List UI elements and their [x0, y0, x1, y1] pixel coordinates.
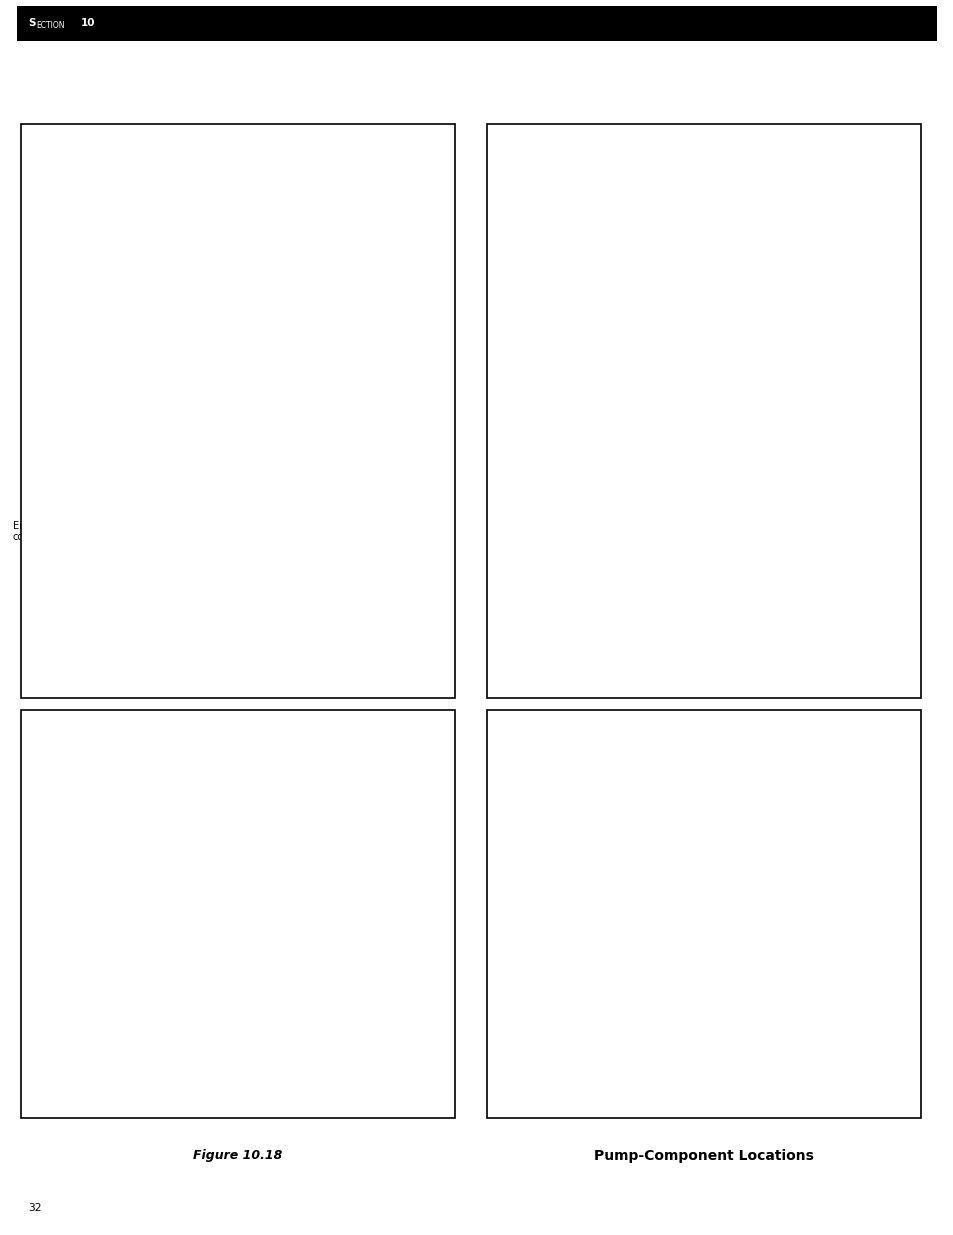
Bar [642, 792, 724, 981]
Text: Glissière de coupeuse: Glissière de coupeuse [703, 410, 802, 463]
Text: Clapets antiretour
de charge: Clapets antiretour de charge [511, 868, 618, 888]
Text: Ensemble de
chape: Ensemble de chape [518, 204, 659, 273]
Text: Robinet de dérivation: Robinet de dérivation [559, 1019, 680, 1057]
Text: Joint d'étanchéité
d'arbre d'entrée: Joint d'étanchéité d'arbre d'entrée [807, 755, 906, 836]
Polygon shape [42, 609, 189, 631]
Bar [621, 848, 641, 924]
Bar [642, 981, 724, 1018]
Text: Pump-Component Locations: Pump-Component Locations [593, 1149, 813, 1162]
Text: Carter de rotor: Carter de rotor [261, 206, 393, 251]
Text: 32: 32 [29, 1203, 42, 1213]
Text: Entretoise: Entretoise [192, 642, 288, 659]
Bar [539, 514, 867, 620]
Circle shape [748, 280, 781, 322]
Text: Longueur de portée: Longueur de portée [172, 773, 263, 795]
Polygon shape [580, 169, 876, 301]
Text: Joint d'étanchéité
d'arbre de commande: Joint d'étanchéité d'arbre de commande [808, 935, 918, 983]
Text: 10: 10 [81, 19, 95, 28]
Polygon shape [42, 583, 222, 609]
Text: Détente
neutre: Détente neutre [787, 284, 842, 326]
Circle shape [773, 312, 798, 343]
Text: Figure 10.19: Figure 10.19 [659, 729, 747, 742]
Text: Figure 10.17: Figure 10.17 [193, 729, 282, 742]
Text: Flèche de 7/16" [11,1 mm]: Flèche de 7/16" [11,1 mm] [243, 729, 345, 737]
Bar [17, 6, 936, 41]
Text: Pompe de
charge: Pompe de charge [518, 774, 639, 847]
Text: Détente vers
l'avant: Détente vers l'avant [795, 178, 864, 257]
Text: Figure 10.18: Figure 10.18 [193, 1149, 282, 1162]
Text: Enclume de
coupeuse: Enclume de coupeuse [13, 521, 93, 597]
Text: S: S [29, 19, 36, 28]
Text: Ajustez le câble ici comme nécessaire: Ajustez le câble ici comme nécessaire [518, 569, 679, 632]
Bar [724, 810, 785, 867]
Polygon shape [135, 634, 217, 650]
Text: ECTION: ECTION [36, 21, 65, 31]
Bar [724, 904, 785, 961]
Text: Force
[20 lbs][9,07 kg]: Force [20 lbs][9,07 kg] [46, 963, 115, 982]
